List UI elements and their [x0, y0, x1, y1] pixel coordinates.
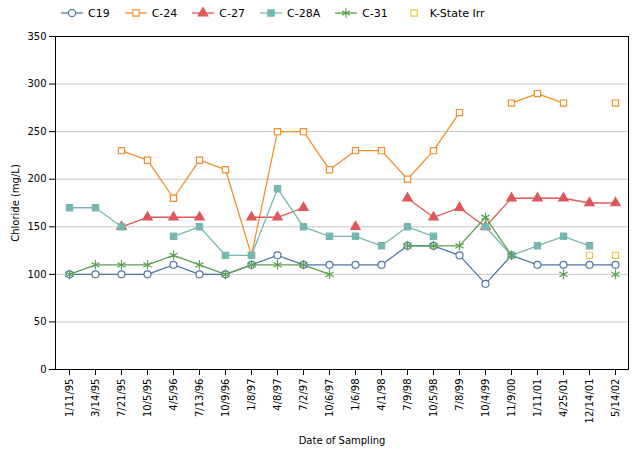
svg-text:7/8/99: 7/8/99: [454, 379, 465, 411]
svg-text:300: 300: [27, 78, 46, 89]
svg-text:1/11/01: 1/11/01: [532, 379, 543, 418]
svg-text:250: 250: [27, 126, 46, 137]
html-text:C19: C19: [88, 6, 110, 20]
html-text:C-31: C-31: [362, 6, 388, 20]
svg-text:4/25/01: 4/25/01: [558, 379, 569, 418]
svg-text:4/1/98: 4/1/98: [376, 379, 387, 411]
svg-text:12/14/01: 12/14/01: [584, 379, 595, 424]
svg-text:0: 0: [40, 364, 46, 375]
svg-text:1/8/97: 1/8/97: [246, 379, 257, 411]
svg-text:11/9/00: 11/9/00: [506, 379, 517, 418]
svg-text:50: 50: [34, 316, 47, 327]
svg-text:7/21/95: 7/21/95: [116, 379, 127, 418]
svg-text:10/5/95: 10/5/95: [142, 379, 153, 418]
svg-text:7/2/97: 7/2/97: [298, 379, 309, 411]
svg-text:10/9/96: 10/9/96: [220, 379, 231, 418]
svg-text:Date of Sampling: Date of Sampling: [299, 435, 386, 446]
svg-text:1/6/98: 1/6/98: [350, 379, 361, 411]
svg-text:4/5/96: 4/5/96: [168, 379, 179, 411]
svg-text:4/8/97: 4/8/97: [272, 379, 283, 411]
svg-text:7/13/96: 7/13/96: [194, 379, 205, 418]
html-text:K-State Irr: K-State Irr: [429, 6, 485, 20]
svg-text:10/4/99: 10/4/99: [480, 379, 491, 418]
svg-text:100: 100: [27, 269, 46, 280]
svg-text:7/9/98: 7/9/98: [402, 379, 413, 411]
html-text:C-27: C-27: [219, 6, 245, 20]
html-text:C-24: C-24: [151, 6, 178, 20]
svg-text:1/11/95: 1/11/95: [64, 379, 75, 418]
svg-text:10/5/98: 10/5/98: [428, 379, 439, 418]
svg-text:Chloride (mg/L): Chloride (mg/L): [10, 164, 21, 242]
svg-text:3/14/95: 3/14/95: [90, 379, 101, 418]
svg-text:350: 350: [27, 31, 46, 42]
svg-text:200: 200: [27, 173, 46, 184]
html-text:C-28A: C-28A: [287, 6, 321, 20]
svg-text:5/14/02: 5/14/02: [610, 379, 621, 418]
svg-text:150: 150: [27, 221, 46, 232]
svg-text:10/6/97: 10/6/97: [324, 379, 335, 418]
